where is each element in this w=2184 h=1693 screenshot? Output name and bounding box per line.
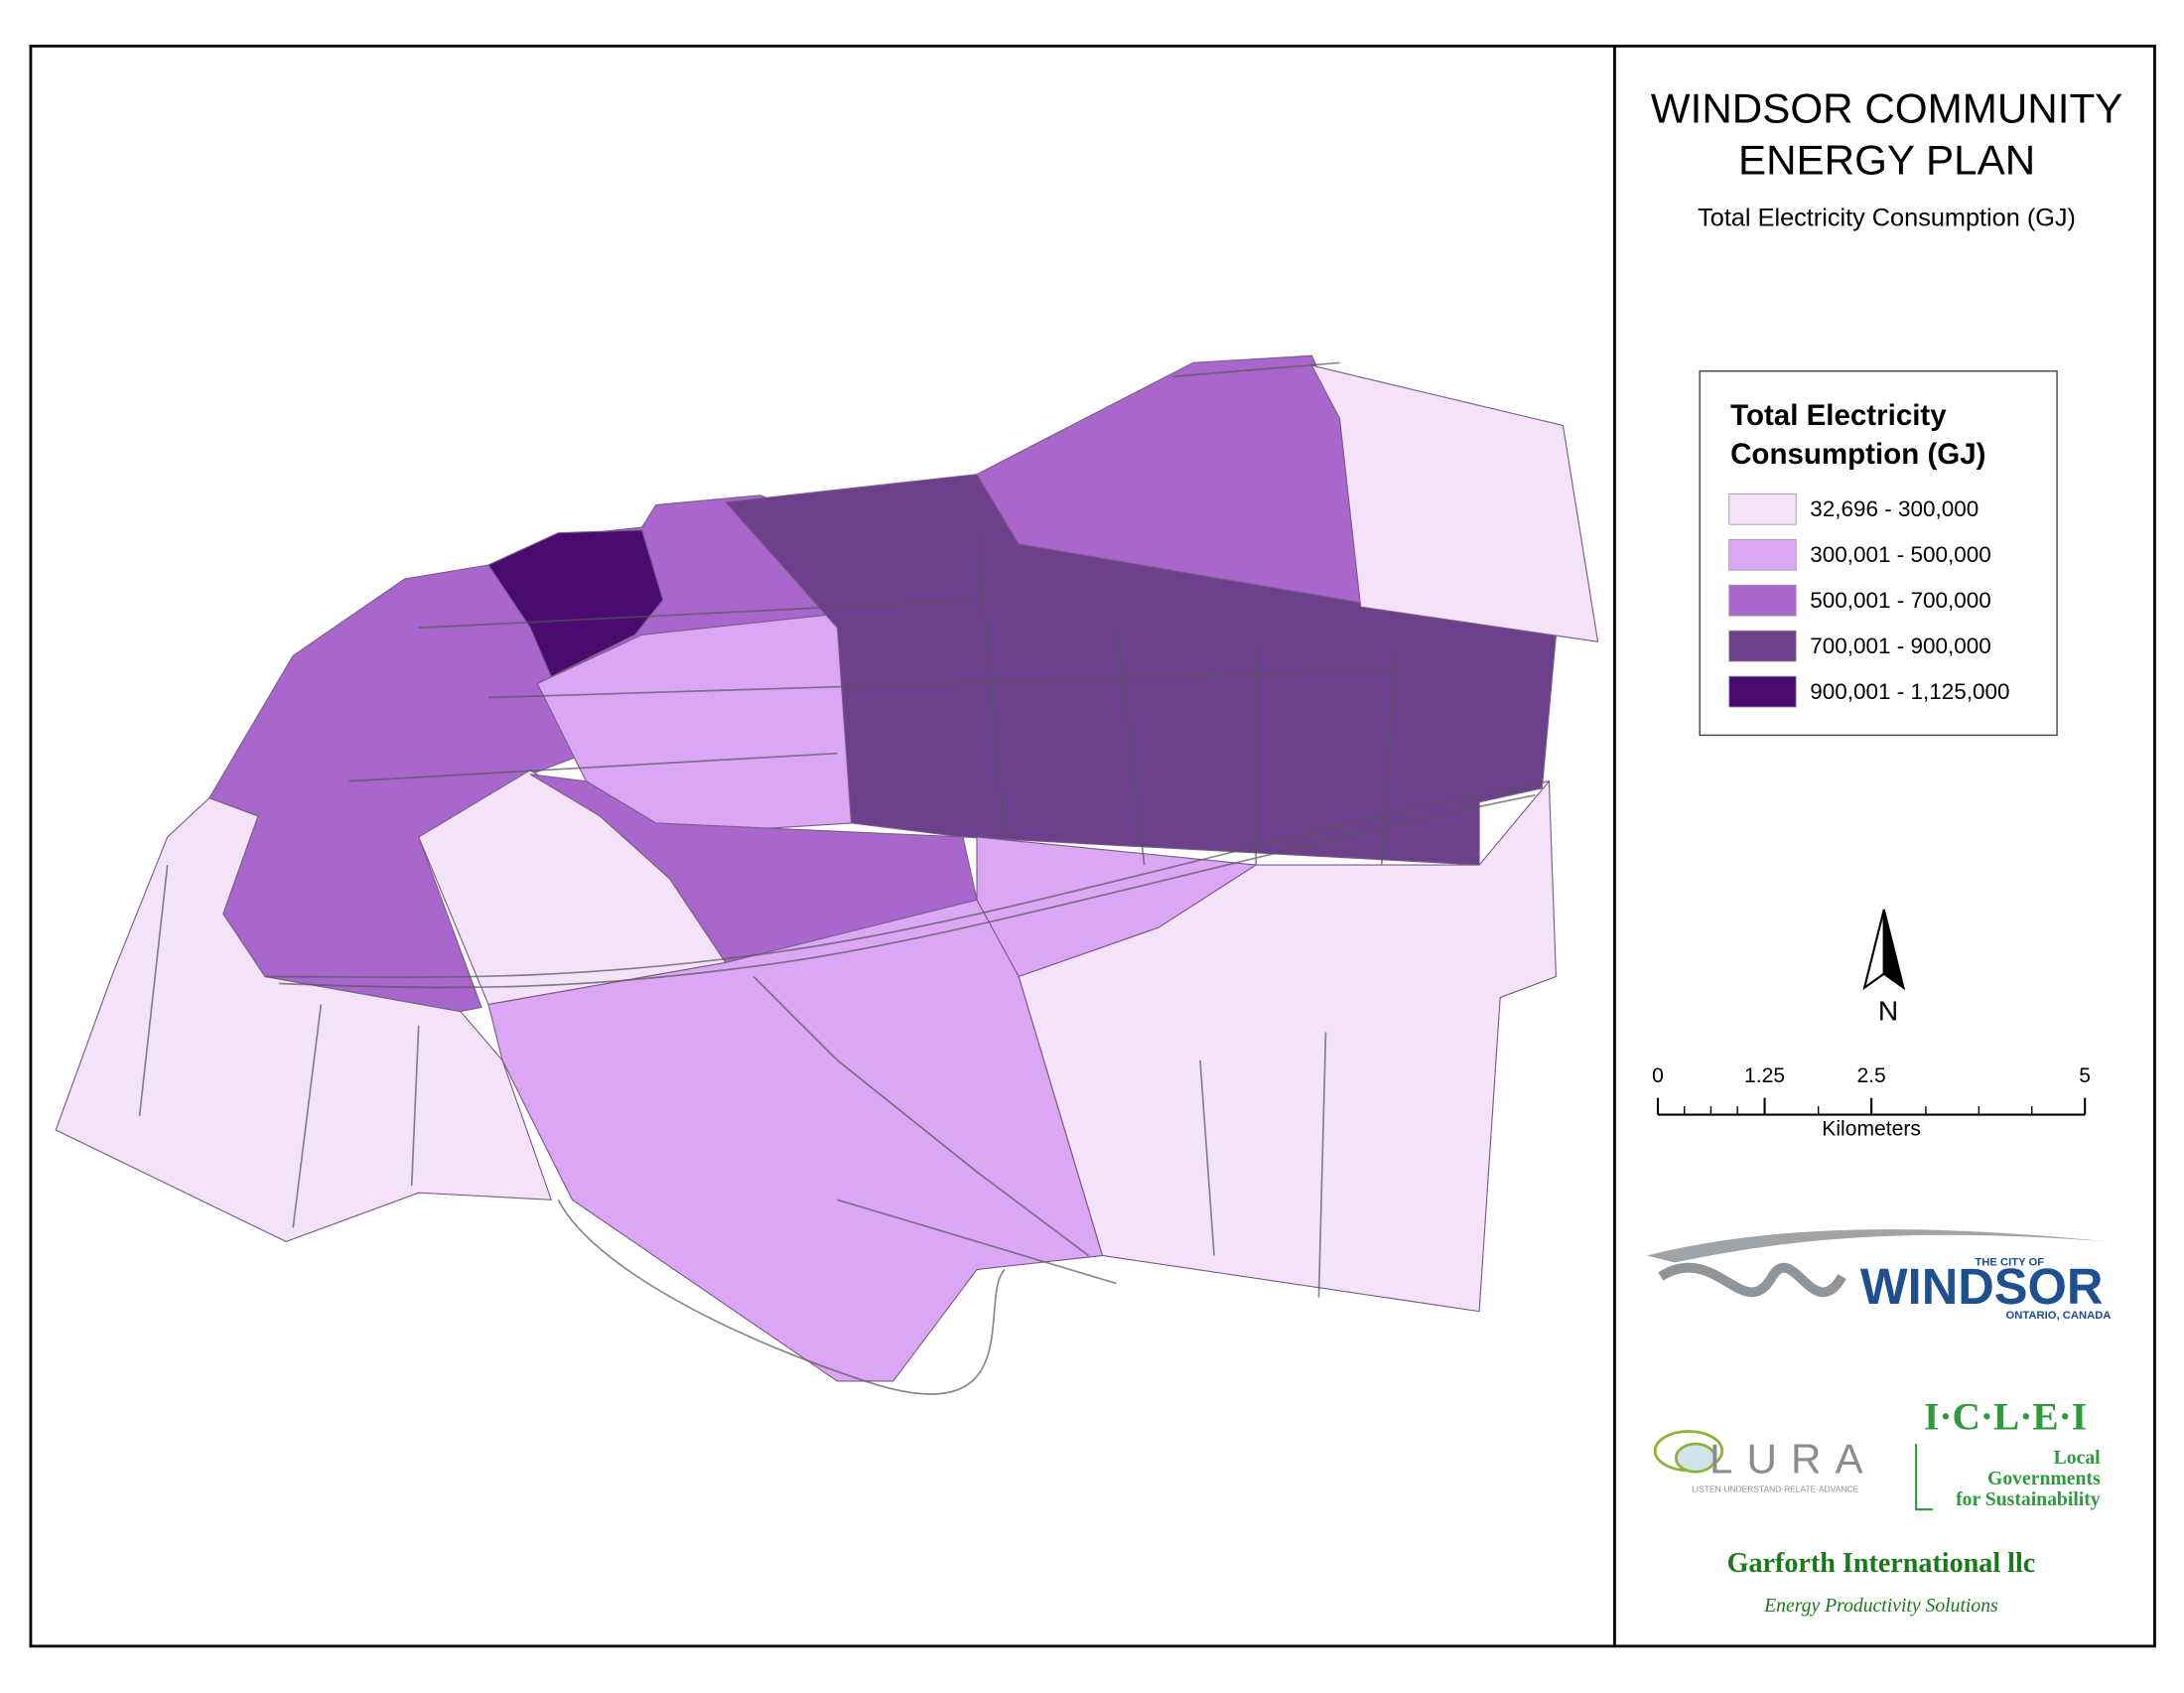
legend-label: 700,001 - 900,000: [1810, 634, 1990, 658]
scale-tick-label: 0: [1652, 1064, 1664, 1087]
legend-label: 500,001 - 700,000: [1810, 588, 1990, 613]
legend-swatch: [1728, 493, 1797, 525]
iclei-line: Local: [2054, 1447, 2102, 1469]
garforth-tagline: Energy Productivity Solutions: [1763, 1595, 1998, 1617]
scale-unit: Kilometers: [1822, 1118, 1921, 1141]
iclei-line: Governments: [1987, 1468, 2101, 1489]
legend-items: 32,696 - 300,000 300,001 - 500,000 500,001…: [1728, 493, 2009, 708]
subtitle: Total Electricity Consumption (GJ): [1698, 204, 2076, 231]
iclei-bracket: [1915, 1444, 1933, 1511]
scale-tick-label: 1.25: [1744, 1064, 1785, 1087]
windsor-name: WINDSOR: [1860, 1258, 2104, 1315]
lura-tagline: LISTEN·UNDERSTAND·RELATE·ADVANCE: [1692, 1484, 1858, 1494]
iclei-name: I·C·L·E·I: [1924, 1394, 2087, 1438]
windsor-small: THE CITY OF: [1975, 1256, 2044, 1268]
title: ENERGY PLAN: [1738, 137, 2035, 184]
legend-swatch: [1728, 630, 1797, 662]
legend-swatch: [1728, 584, 1797, 617]
lura-icon: [1653, 1430, 1724, 1474]
scale-bar: [1656, 1097, 2087, 1116]
legend-swatch: [1728, 538, 1797, 571]
region: [487, 899, 1104, 1382]
legend-swatch: [1728, 675, 1797, 708]
iclei-line: for Sustainability: [1956, 1488, 2101, 1510]
legend-label: 900,001 - 1,125,000: [1810, 679, 2009, 704]
legend-title: Total Electricity: [1730, 399, 1947, 432]
region: [1310, 364, 1599, 642]
title: WINDSOR COMMUNITY: [1651, 85, 2123, 132]
region: [487, 529, 664, 678]
windsor-place: ONTARIO, CANADA: [2006, 1310, 2112, 1322]
north-arrow: [1862, 909, 1906, 991]
north-label: N: [1878, 995, 1898, 1026]
garforth-name: Garforth International llc: [1727, 1548, 2036, 1579]
map: [55, 354, 1599, 1382]
scale-tick-label: 5: [2079, 1064, 2091, 1087]
roads: [138, 361, 1550, 1395]
scale-tick-label: 2.5: [1856, 1064, 1885, 1087]
region: [1018, 779, 1557, 1313]
lura-name: LURA: [1709, 1436, 1877, 1482]
legend-label: 32,696 - 300,000: [1810, 496, 1979, 521]
windsor-logo: [1646, 1229, 2108, 1298]
legend-label: 300,001 - 500,000: [1810, 542, 1990, 567]
legend-title: Consumption (GJ): [1730, 438, 1985, 471]
